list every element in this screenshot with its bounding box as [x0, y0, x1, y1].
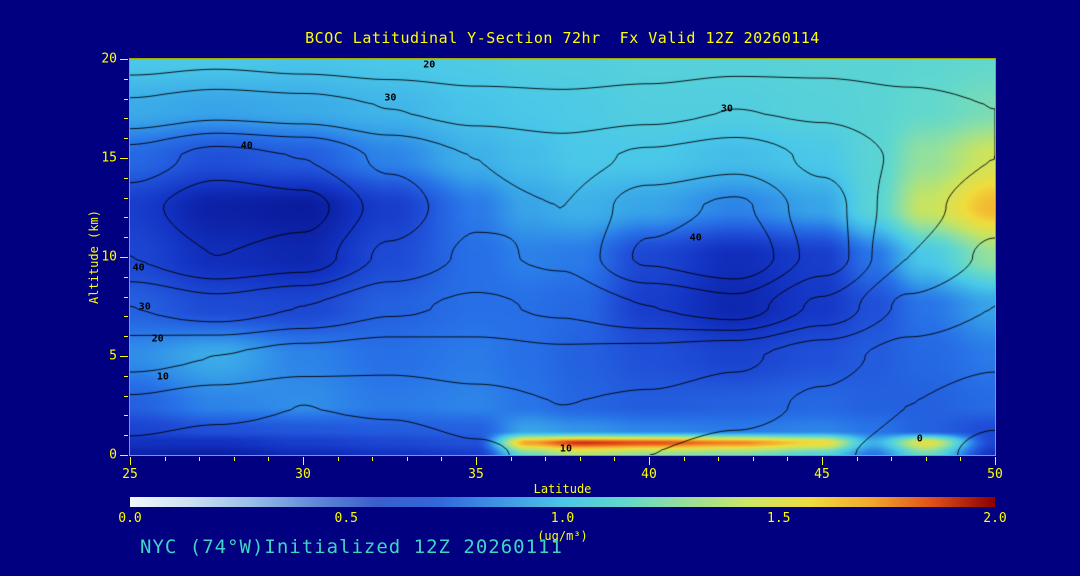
x-axis-tick-label: 50	[987, 467, 1003, 482]
plot-area	[129, 58, 996, 456]
x-axis-tick	[233, 457, 235, 461]
y-axis-tick	[124, 415, 128, 417]
x-axis-tick	[995, 457, 996, 465]
y-axis-tick	[124, 316, 128, 318]
y-axis-tick	[124, 118, 128, 120]
x-axis-tick	[856, 457, 858, 461]
y-axis-tick-label: 15	[101, 150, 117, 166]
y-axis-tick	[124, 276, 128, 278]
x-axis-tick	[164, 457, 166, 461]
footer-annotation: NYC (74°W)Initialized 12Z 20260111	[140, 536, 563, 558]
chart-title: BCOC Latitudinal Y-Section 72hr Fx Valid…	[305, 29, 820, 47]
y-axis-tick	[124, 217, 128, 219]
x-axis-tick	[925, 457, 927, 461]
y-axis-tick	[124, 375, 128, 377]
y-axis-tick	[120, 59, 128, 60]
y-axis-tick-label: 0	[109, 447, 117, 463]
x-axis-tick-label: 40	[641, 467, 657, 482]
y-axis-tick-label: 20	[101, 51, 117, 67]
x-axis-tick	[510, 457, 512, 461]
x-axis-tick	[476, 457, 477, 465]
x-axis-tick	[891, 457, 893, 461]
x-axis-tick	[649, 457, 650, 465]
field-canvas	[130, 59, 995, 455]
colorbar-tick-label: 0.5	[334, 511, 358, 526]
x-axis-tick	[752, 457, 754, 461]
x-axis-tick	[718, 457, 720, 461]
y-axis-tick	[120, 455, 128, 456]
y-axis-tick	[124, 237, 128, 239]
y-axis-tick	[124, 197, 128, 199]
y-axis-tick	[120, 158, 128, 159]
y-axis-tick-label: 10	[101, 249, 117, 265]
x-axis-tick	[130, 457, 131, 465]
x-axis-tick-label: 45	[814, 467, 830, 482]
x-axis-tick-label: 30	[295, 467, 311, 482]
x-axis-tick	[683, 457, 685, 461]
x-axis-tick	[614, 457, 616, 461]
y-axis-tick	[120, 356, 128, 357]
colorbar-tick-label: 1.0	[550, 511, 575, 526]
y-axis-tick	[124, 177, 128, 179]
y-axis-tick-label: 5	[109, 348, 117, 364]
x-axis-tick	[372, 457, 374, 461]
y-axis-title: Altitude (km)	[87, 210, 101, 304]
x-axis-tick	[303, 457, 304, 465]
x-axis-tick-label: 35	[468, 467, 484, 482]
y-axis-tick	[124, 98, 128, 100]
y-axis-tick	[124, 138, 128, 140]
colorbar-tick-label: 2.0	[983, 511, 1007, 526]
x-axis-tick	[545, 457, 547, 461]
y-axis-tick	[124, 435, 128, 437]
y-axis-tick	[120, 257, 128, 258]
x-axis-tick	[441, 457, 443, 461]
x-axis-tick	[199, 457, 201, 461]
x-axis-tick	[579, 457, 581, 461]
colorbar-units-label: (ug/m³)	[537, 529, 588, 543]
x-axis-tick	[406, 457, 408, 461]
x-axis-tick	[960, 457, 962, 461]
y-axis-tick	[124, 78, 128, 80]
colorbar-tick-label: 1.5	[767, 511, 791, 526]
x-axis-title: Latitude	[533, 482, 592, 496]
x-axis-tick	[337, 457, 339, 461]
colorbar-tick-label: 0.0	[118, 511, 142, 526]
y-axis-tick	[124, 395, 128, 397]
x-axis-tick-label: 25	[122, 467, 138, 482]
colorbar-canvas	[130, 497, 995, 507]
x-axis-tick	[268, 457, 270, 461]
x-axis-tick	[822, 457, 823, 465]
y-axis-tick	[124, 336, 128, 338]
x-axis-tick	[787, 457, 789, 461]
y-axis-tick	[124, 296, 128, 298]
